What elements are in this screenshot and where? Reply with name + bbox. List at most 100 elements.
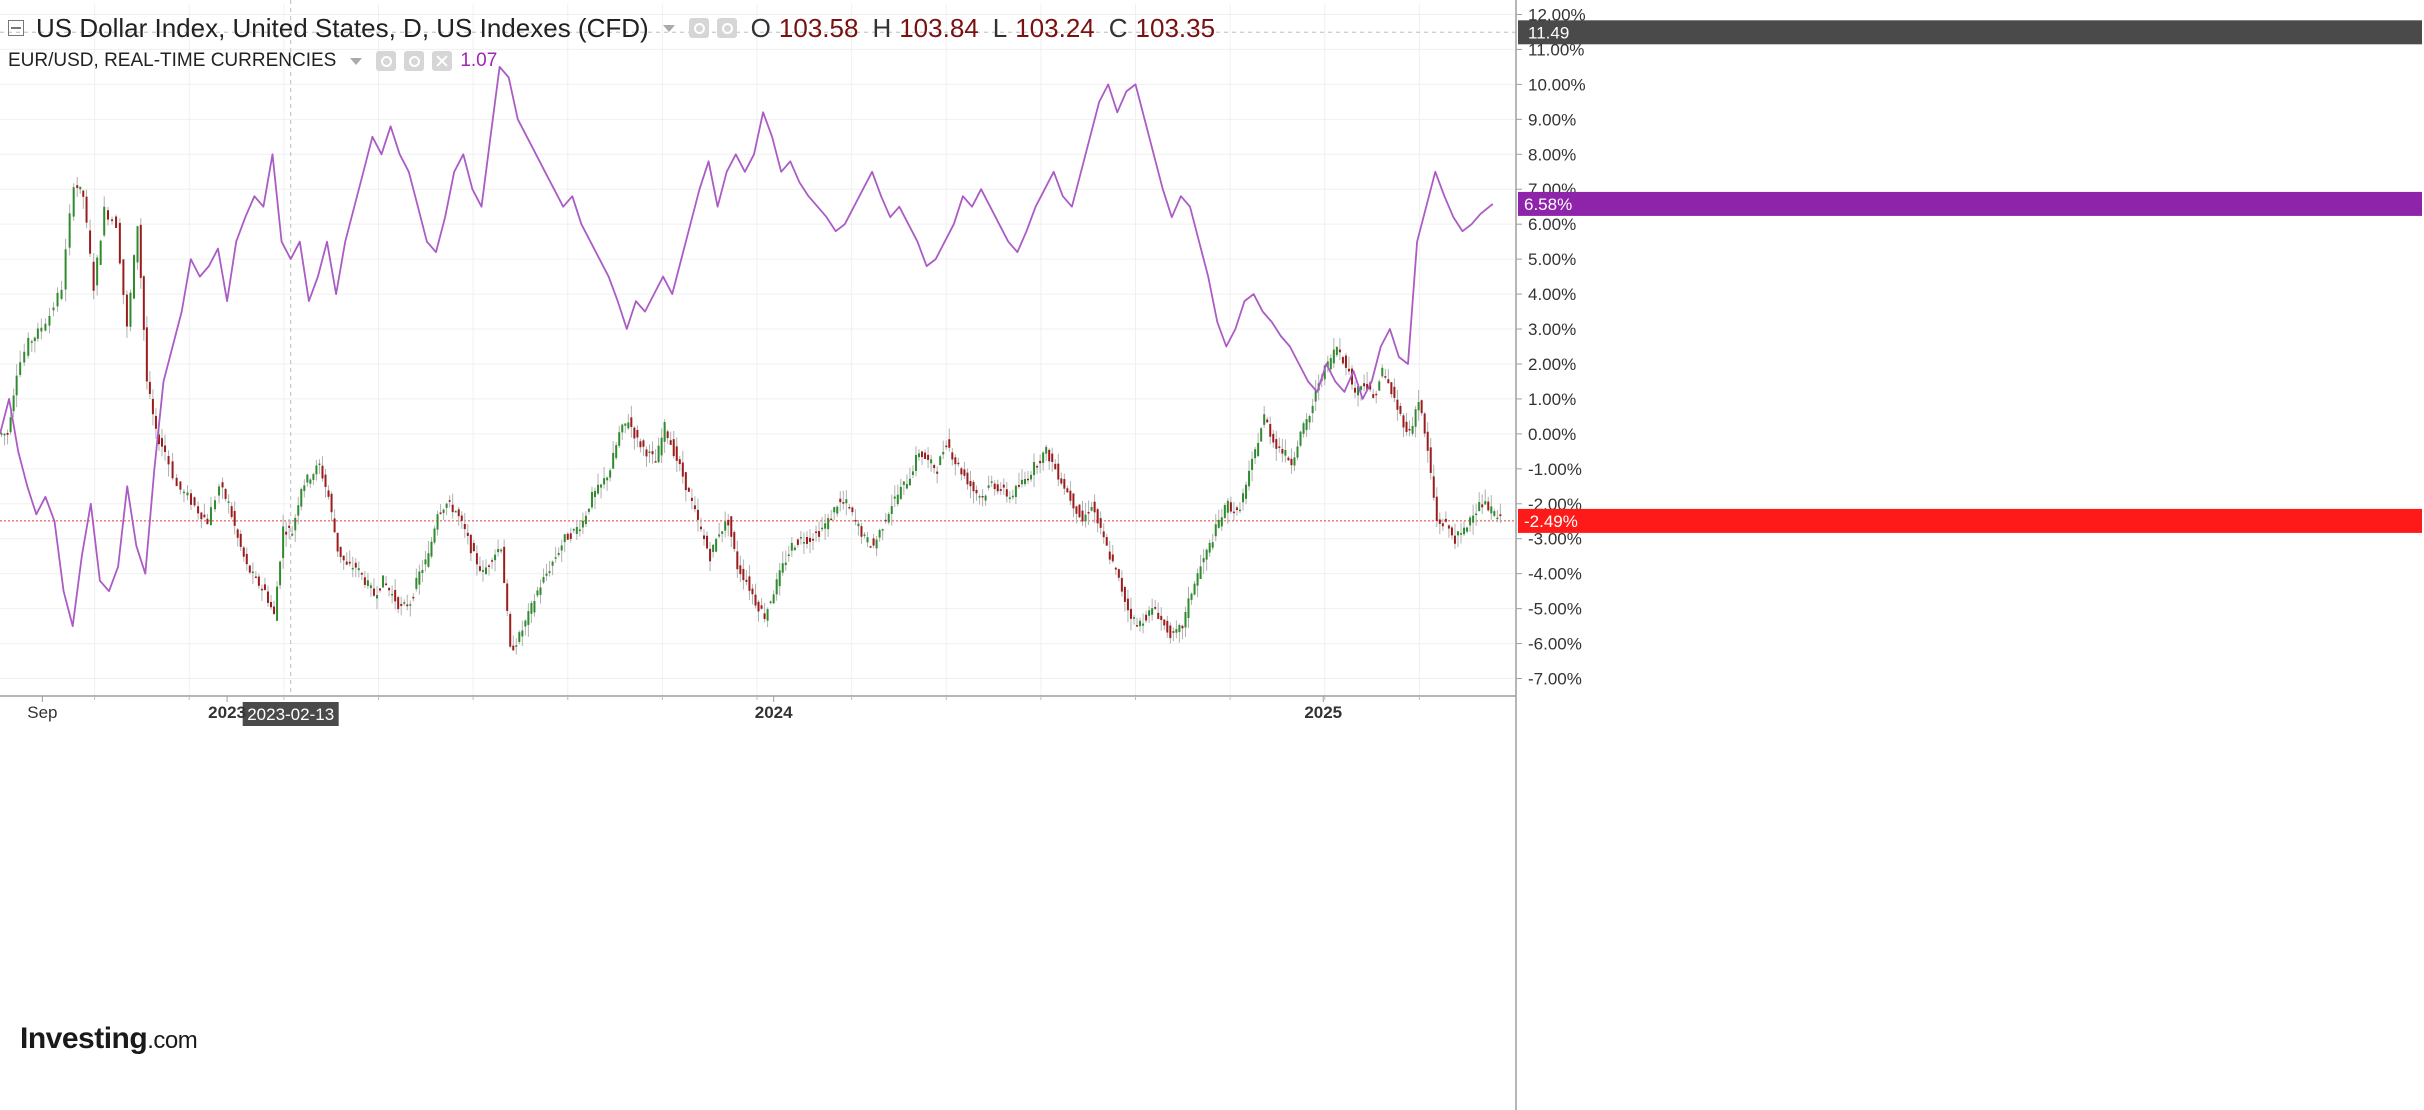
y-tick-label: 8.00% — [1528, 145, 1576, 164]
candle-body — [890, 506, 893, 515]
candle-body — [1254, 449, 1257, 459]
candle-body — [754, 594, 757, 606]
legend-secondary-title[interactable]: EUR/USD, REAL-TIME CURRENCIES — [8, 50, 337, 71]
candle-body — [12, 395, 15, 412]
candle-body — [1069, 490, 1072, 501]
candle-body — [375, 595, 378, 599]
candle-body — [1072, 493, 1075, 509]
eur-usd-line — [0, 66, 1494, 627]
candle-body — [566, 533, 569, 540]
candle-body — [660, 437, 663, 456]
low-label: L — [992, 12, 1008, 43]
candle-body — [1214, 524, 1217, 537]
close-icon[interactable] — [432, 51, 453, 71]
candle-body — [382, 575, 385, 588]
candle-body — [64, 249, 67, 290]
candle-body — [796, 539, 799, 545]
candle-body — [1020, 479, 1023, 485]
candle-body — [509, 613, 512, 647]
candle-body — [548, 571, 551, 573]
usd-index-last-value-badge — [1518, 508, 2422, 533]
candle-body — [715, 538, 718, 552]
candle-body — [1057, 463, 1060, 480]
secondary-value: 1.07 — [460, 50, 498, 71]
chevron-down-icon[interactable] — [350, 57, 363, 65]
high-value: 103.84 — [899, 12, 979, 43]
candle-body — [1338, 349, 1341, 353]
candle-body — [987, 485, 990, 488]
candle-body — [145, 327, 148, 382]
low-value: 103.24 — [1015, 12, 1095, 43]
collapse-icon[interactable] — [8, 20, 24, 36]
candle-body — [360, 572, 363, 575]
settings-icon[interactable] — [404, 51, 425, 71]
candle-body — [1163, 619, 1166, 626]
candle-body — [506, 583, 509, 611]
candle-body — [948, 439, 951, 448]
candle-body — [148, 381, 151, 395]
candle-body — [103, 206, 106, 236]
candle-body — [1484, 501, 1487, 505]
candle-body — [1196, 573, 1199, 586]
candle-body — [439, 512, 442, 514]
candle-body — [866, 537, 869, 543]
candle-body — [1054, 463, 1057, 470]
candle-body — [497, 549, 500, 553]
settings-icon[interactable] — [716, 18, 737, 38]
candle-body — [969, 481, 972, 487]
candle-body — [996, 484, 999, 492]
candle-body — [1308, 416, 1311, 423]
candle-body — [554, 557, 557, 559]
candle-body — [92, 261, 95, 291]
candle-body — [203, 514, 206, 518]
candle-body — [818, 530, 821, 537]
candle-body — [1017, 484, 1020, 487]
visibility-icon[interactable] — [688, 18, 709, 38]
candle-body — [1432, 476, 1435, 498]
candle-body — [179, 481, 182, 490]
candle-body — [1435, 496, 1438, 522]
candle-body — [681, 462, 684, 477]
candle-body — [1048, 449, 1051, 462]
candle-body — [1175, 629, 1178, 633]
candle-body — [1266, 419, 1269, 423]
high-label: H — [872, 12, 892, 43]
candle-body — [1341, 357, 1344, 364]
legend-main-title[interactable]: US Dollar Index, United States, D, US In… — [36, 12, 649, 43]
candle-body — [357, 568, 360, 571]
candle-body — [1090, 506, 1093, 511]
candle-body — [778, 570, 781, 587]
open-label: O — [750, 12, 771, 43]
candle-body — [669, 440, 672, 445]
eur-usd-last-value-label: 6.58% — [1524, 195, 1572, 214]
candle-body — [951, 452, 954, 460]
chevron-down-icon[interactable] — [662, 24, 675, 32]
candle-body — [875, 539, 878, 549]
candle-body — [627, 422, 630, 429]
candle-body — [285, 531, 288, 535]
candle-body — [957, 462, 960, 465]
legend: US Dollar Index, United States, D, US In… — [8, 10, 1215, 76]
candle-body — [125, 294, 128, 327]
candle-body — [860, 526, 863, 537]
candle-body — [1311, 405, 1314, 414]
candle-body — [645, 449, 648, 457]
candle-body — [1260, 428, 1263, 442]
candle-body — [1014, 485, 1017, 497]
candle-body — [581, 520, 584, 528]
x-tick-label: Sep — [27, 703, 57, 722]
visibility-icon[interactable] — [376, 51, 397, 71]
y-tick-label: 3.00% — [1528, 320, 1576, 339]
candle-body — [44, 323, 47, 331]
candle-body — [436, 514, 439, 530]
candle-body — [315, 465, 318, 475]
candle-body — [542, 577, 545, 583]
candle-body — [345, 561, 348, 565]
candle-body — [763, 613, 766, 619]
candle-body — [530, 602, 533, 614]
candle-body — [908, 478, 911, 486]
usd-index-last-value-label: -2.49% — [1524, 512, 1578, 531]
candle-body — [984, 495, 987, 501]
